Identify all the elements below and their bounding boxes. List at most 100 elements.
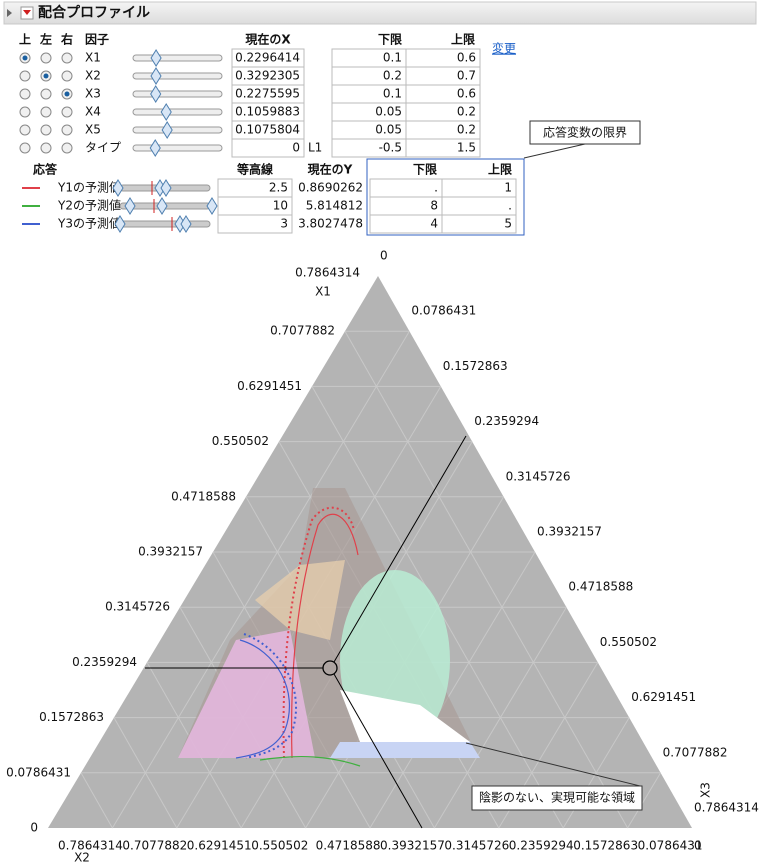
radio[interactable] — [19, 124, 31, 136]
radio[interactable] — [61, 142, 73, 154]
bottom-tick-label: 0.4718588 — [316, 839, 381, 853]
right-tick-label: 0.3145726 — [506, 469, 571, 483]
radio[interactable] — [40, 142, 52, 154]
bottom-tick-label: 0.3145726 — [444, 839, 509, 853]
radio[interactable] — [61, 106, 73, 118]
radio[interactable] — [40, 88, 52, 100]
upper: 0.2 — [457, 105, 476, 119]
lower: . — [434, 181, 438, 195]
slider-track — [119, 220, 211, 228]
radio[interactable] — [40, 52, 52, 64]
header-bar — [3, 1, 757, 25]
right-tick-label: 0.2359294 — [474, 414, 539, 428]
slider-thumb[interactable] — [160, 103, 172, 121]
lower: -0.5 — [379, 141, 402, 155]
lower: 0.1 — [383, 51, 402, 65]
slider-track — [132, 144, 223, 152]
upper: 5 — [504, 217, 512, 231]
slider-thumb[interactable] — [114, 215, 126, 233]
current-x: 0.2296414 — [235, 51, 300, 65]
radio-dot — [22, 55, 28, 61]
radio-dot — [64, 91, 70, 97]
left-tick-label: 0.3932157 — [138, 545, 203, 559]
left-tick-label: 0.6291451 — [237, 379, 302, 393]
slider-track — [132, 54, 223, 62]
radio[interactable] — [19, 142, 31, 154]
slider-thumb[interactable] — [150, 49, 162, 67]
left-tick-label: 0.550502 — [212, 434, 269, 448]
radio[interactable] — [40, 124, 52, 136]
contour-y3-limit — [243, 633, 297, 759]
slider-thumb[interactable] — [160, 179, 172, 197]
bottom-tick-label: 0 — [694, 839, 702, 853]
slider-thumb[interactable] — [149, 139, 161, 157]
feasible-region — [340, 690, 470, 742]
slider-thumb[interactable] — [150, 85, 162, 103]
collapse-icon[interactable] — [7, 9, 12, 17]
callout-text: 陰影のない、実現可能な領域 — [479, 790, 635, 805]
value-box — [441, 214, 517, 234]
radio[interactable] — [61, 52, 73, 64]
slider-thumb[interactable] — [150, 67, 162, 85]
radio[interactable] — [61, 70, 73, 82]
current-y: 3.8027478 — [298, 217, 363, 231]
change-link[interactable]: 変更 — [492, 41, 516, 56]
response-name: Y3の予測値 — [57, 216, 121, 231]
radio[interactable] — [19, 70, 31, 82]
upper: 1.5 — [457, 141, 476, 155]
factor-name: X4 — [85, 105, 101, 119]
slider-thumb[interactable] — [156, 197, 168, 215]
lower: 8 — [430, 199, 438, 213]
bottom-tick-label: 0.0786431 — [638, 839, 703, 853]
current-point[interactable] — [322, 660, 338, 676]
upper: . — [508, 199, 512, 213]
column-header: 等高線 — [236, 162, 273, 177]
left-tick-label: 0.0786431 — [6, 765, 71, 779]
current-x: 0.3292305 — [235, 69, 300, 83]
title: 配合プロファイル — [38, 4, 150, 21]
slider-thumb[interactable] — [124, 197, 136, 215]
value-box — [441, 196, 517, 216]
crosshair — [333, 435, 467, 663]
callout-line — [523, 143, 586, 159]
left-tick-label: 0.3145726 — [105, 600, 170, 614]
contour-y2 — [259, 756, 361, 767]
upper: 0.6 — [457, 87, 476, 101]
grid-line — [80, 772, 113, 829]
slider-track — [132, 72, 223, 80]
current-y: 5.814812 — [306, 199, 363, 213]
crosshair — [333, 673, 423, 829]
value-box — [369, 178, 443, 198]
lower: 0.2 — [383, 69, 402, 83]
bottom-tick-label: 0.7864314 — [58, 839, 123, 853]
axis-label: X1 — [315, 285, 331, 299]
radio[interactable] — [61, 124, 73, 136]
slider-thumb[interactable] — [206, 197, 218, 215]
upper: 0.2 — [457, 123, 476, 137]
radio[interactable] — [40, 106, 52, 118]
left-tick-label: 0.2359294 — [72, 655, 137, 669]
right-tick-label: 0.7077882 — [663, 745, 728, 759]
radio[interactable] — [19, 106, 31, 118]
right-tick-label: 0.1572863 — [443, 359, 508, 373]
upper: 0.7 — [457, 69, 476, 83]
factor-name: X3 — [85, 87, 101, 101]
contour-y1-limit — [282, 506, 355, 759]
radio[interactable] — [19, 88, 31, 100]
factor-name: X2 — [85, 69, 101, 83]
column-header: 現在のX — [245, 32, 291, 47]
grid-line — [369, 551, 536, 829]
slider-thumb[interactable] — [112, 179, 124, 197]
column-header: 下限 — [413, 162, 437, 177]
contour: 10 — [273, 199, 288, 213]
slider-thumb[interactable] — [161, 121, 173, 139]
column-header: 因子 — [85, 32, 109, 47]
slider-thumb[interactable] — [180, 215, 192, 233]
upper: 0.6 — [457, 51, 476, 65]
bottom-tick-label: 0.550502 — [251, 839, 308, 853]
slider-track — [132, 108, 223, 116]
bottom-tick-label: 0.3932157 — [380, 839, 445, 853]
callout-line — [465, 742, 641, 787]
axis-label: X2 — [74, 851, 90, 865]
